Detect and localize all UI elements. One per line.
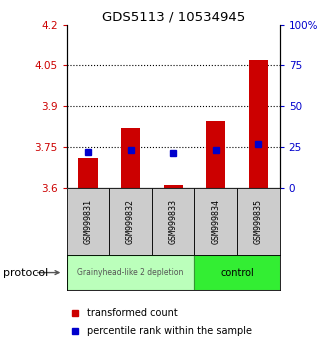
Text: percentile rank within the sample: percentile rank within the sample (87, 326, 251, 336)
Bar (67, 255, 194, 290)
Title: GDS5113 / 10534945: GDS5113 / 10534945 (102, 11, 245, 24)
Text: protocol: protocol (3, 268, 49, 278)
Bar (78, 158, 98, 188)
Bar (109, 188, 152, 255)
Bar (194, 255, 280, 290)
Bar (67, 188, 109, 255)
Text: GSM999833: GSM999833 (168, 199, 178, 244)
Text: GSM999832: GSM999832 (126, 199, 135, 244)
Bar (152, 188, 194, 255)
Bar (194, 188, 237, 255)
Text: GSM999831: GSM999831 (83, 199, 93, 244)
Bar (164, 185, 183, 188)
Bar (249, 60, 268, 188)
Text: Grainyhead-like 2 depletion: Grainyhead-like 2 depletion (77, 268, 184, 277)
Bar (237, 188, 280, 255)
Text: GSM999835: GSM999835 (254, 199, 263, 244)
Text: control: control (220, 268, 254, 278)
Bar (206, 121, 225, 188)
Bar (121, 128, 140, 188)
Text: transformed count: transformed count (87, 308, 177, 318)
Text: GSM999834: GSM999834 (211, 199, 220, 244)
